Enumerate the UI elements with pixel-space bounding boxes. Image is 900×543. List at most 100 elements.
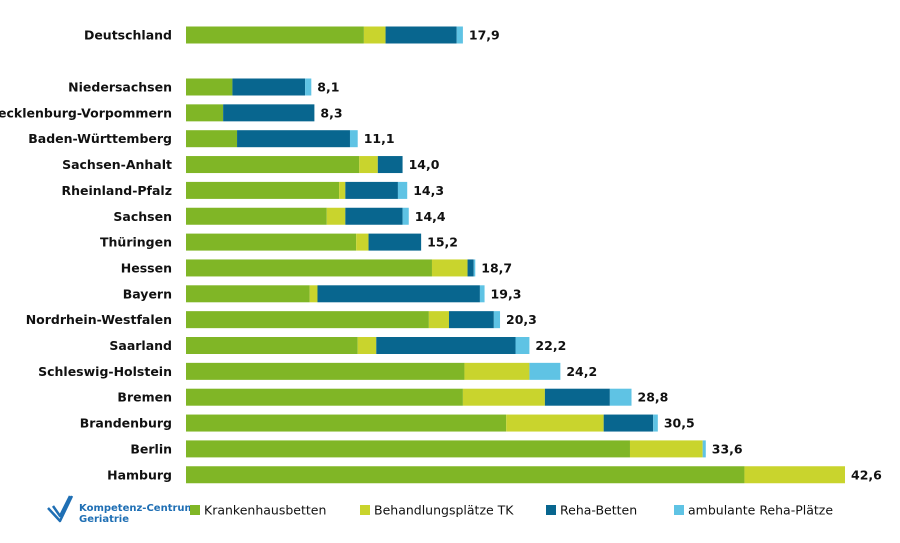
category-label: Baden-Württemberg [28,131,172,146]
bar-row: Deutschland 17,9 [84,26,500,44]
bar-segment-krankenhausbetten [186,104,224,122]
bar-row: Hamburg 42,6 [107,466,882,484]
legend-item: Krankenhausbetten [190,503,326,518]
category-label: Bayern [123,286,172,301]
total-label: 14,0 [409,157,440,172]
bar-segment-behandlungspl-tze-tk [506,414,604,432]
bar-segment-reha-betten [448,311,494,329]
bar-segment-ambulante-reha-pl-tze [702,440,706,458]
bar-segment-behandlungspl-tze-tk [326,207,346,225]
bar-row: Mecklenburg-Vorpommern 8,3 [0,104,343,122]
legend-label: Reha-Betten [560,503,637,518]
bar-segment-reha-betten [368,233,422,251]
bar-segment-ambulante-reha-pl-tze [402,207,409,225]
bar-row: Nordrhein-Westfalen 20,3 [26,311,537,329]
bar-segment-ambulante-reha-pl-tze [529,362,561,380]
bar-segment-behandlungspl-tze-tk [363,26,386,44]
bars-group: Deutschland 17,9 Niedersachsen 8,1 Mecklenbu… [0,26,882,484]
bar-segment-reha-betten [376,337,516,354]
total-label: 8,1 [317,80,339,95]
bar-segment-krankenhausbetten [186,233,357,251]
category-label: Rheinland-Pfalz [61,183,172,198]
bar-segment-krankenhausbetten [186,26,364,44]
bar-segment-ambulante-reha-pl-tze [479,285,485,303]
bar-segment-ambulante-reha-pl-tze [473,259,476,277]
bar-segment-krankenhausbetten [186,156,360,174]
bar-segment-krankenhausbetten [186,440,630,458]
legend-label: Krankenhausbetten [204,503,326,518]
bar-segment-behandlungspl-tze-tk [428,311,449,329]
bar-segment-krankenhausbetten [186,259,432,277]
bar-segment-reha-betten [317,285,480,303]
bar-segment-reha-betten [237,130,350,148]
category-label: Saarland [109,338,172,353]
legend-item: ambulante Reha-Plätze [674,503,833,518]
total-label: 24,2 [566,364,597,379]
bar-row: Brandenburg 30,5 [80,414,695,432]
category-label: Sachsen-Anhalt [62,157,172,172]
bar-row: Bremen 28,8 [117,388,669,406]
bar-row: Saarland 22,2 [109,337,566,354]
category-label: Bremen [117,390,172,405]
bar-segment-reha-betten [385,26,457,44]
legend-swatch [360,505,370,515]
bar-segment-reha-betten [377,156,403,174]
bar-segment-ambulante-reha-pl-tze [653,414,658,432]
bar-segment-krankenhausbetten [186,362,465,380]
bar-segment-behandlungspl-tze-tk [464,362,530,380]
total-label: 33,6 [712,441,743,456]
total-label: 22,2 [535,338,566,353]
bar-row: Niedersachsen 8,1 [68,78,339,96]
total-label: 14,4 [415,209,446,224]
bar-segment-krankenhausbetten [186,181,340,199]
bar-segment-behandlungspl-tze-tk [356,233,369,251]
bar-row: Schleswig-Holstein 24,2 [38,362,597,380]
bar-segment-krankenhausbetten [186,466,745,484]
category-label: Mecklenburg-Vorpommern [0,105,172,120]
bar-segment-reha-betten [345,207,403,225]
legend-item: Behandlungsplätze TK [360,503,514,518]
bar-segment-ambulante-reha-pl-tze [397,181,408,199]
bar-segment-behandlungspl-tze-tk [629,440,703,458]
bar-segment-ambulante-reha-pl-tze [349,130,358,148]
bar-row: Hessen 18,7 [121,259,512,277]
category-label: Schleswig-Holstein [38,364,172,379]
legend-swatch [546,505,556,515]
bar-segment-krankenhausbetten [186,311,429,329]
bar-segment-reha-betten [232,78,306,96]
bar-segment-reha-betten [467,259,474,277]
logo: Kompetenz-Centrum Geriatrie [47,495,195,525]
logo-check-icon [47,495,74,523]
bar-segment-behandlungspl-tze-tk [462,388,545,406]
bar-segment-reha-betten [603,414,654,432]
category-label: Sachsen [113,209,172,224]
bar-segment-ambulante-reha-pl-tze [515,337,530,354]
legend-label: Behandlungsplätze TK [374,503,514,518]
bar-row: Bayern 19,3 [123,285,521,303]
category-label: Niedersachsen [68,80,172,95]
bar-segment-behandlungspl-tze-tk [309,285,318,303]
category-label: Thüringen [100,235,172,250]
bar-segment-behandlungspl-tze-tk [744,466,845,484]
bar-segment-reha-betten [544,388,610,406]
total-label: 8,3 [320,105,342,120]
bar-segment-reha-betten [223,104,315,122]
legend-swatch [674,505,684,515]
bar-segment-reha-betten [345,181,398,199]
bar-segment-krankenhausbetten [186,388,463,406]
bar-row: Thüringen 15,2 [100,233,458,251]
bar-row: Rheinland-Pfalz 14,3 [61,181,444,199]
category-label: Berlin [130,441,172,456]
bar-segment-krankenhausbetten [186,337,358,354]
total-label: 11,1 [364,131,395,146]
category-label: Deutschland [84,28,172,43]
logo-line2: Geriatrie [79,514,129,525]
bar-row: Sachsen 14,4 [113,207,446,225]
bar-segment-behandlungspl-tze-tk [359,156,378,174]
total-label: 18,7 [481,260,512,275]
total-label: 28,8 [638,390,669,405]
bar-segment-ambulante-reha-pl-tze [456,26,463,44]
bar-segment-krankenhausbetten [186,414,507,432]
